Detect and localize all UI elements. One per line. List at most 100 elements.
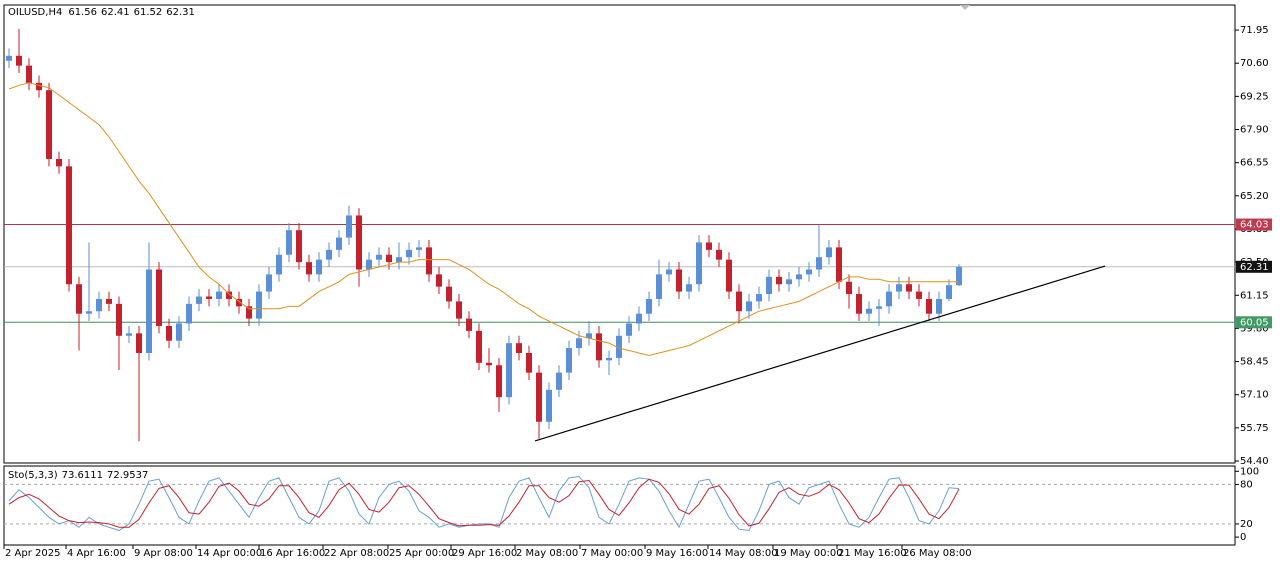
stoch-panel — [3, 465, 1236, 546]
x-tick-label: 21 May 16:00 — [838, 548, 907, 559]
candle-body — [226, 291, 232, 299]
candle-body — [416, 247, 422, 250]
candle-body — [76, 284, 82, 314]
candle-body — [806, 269, 812, 275]
stoch-line — [8, 476, 960, 532]
x-tick-label: 9 May 16:00 — [646, 548, 708, 559]
candle-body — [776, 276, 782, 285]
y-tick-label: 69.25 — [1240, 91, 1269, 102]
header-low: 61.52 — [134, 7, 163, 18]
candle-body — [886, 291, 892, 307]
candle-body — [706, 242, 712, 250]
x-tick-label: 2 Apr 2025 — [5, 548, 60, 559]
candle-body — [866, 308, 872, 314]
candle-body — [736, 291, 742, 312]
level-label: 62.31 — [1240, 262, 1269, 273]
candle-body — [836, 247, 842, 282]
candle-body — [476, 330, 482, 363]
stoch-title: Sto(5,3,3) — [8, 470, 58, 481]
x-tick-label: 25 Apr 00:00 — [389, 548, 454, 559]
x-tick-label: 14 Apr 00:00 — [197, 548, 262, 559]
candle-body — [946, 285, 952, 299]
candle-body — [276, 254, 282, 275]
candle-body — [956, 266, 962, 286]
y-tick-label: 55.75 — [1240, 423, 1269, 434]
candle-body — [696, 242, 702, 285]
y-tick-label: 20 — [1240, 519, 1253, 530]
level-label-bg — [1236, 218, 1272, 231]
candle-body — [26, 65, 32, 83]
x-tick-label: 14 May 08:00 — [709, 548, 778, 559]
candle-body — [306, 262, 312, 275]
candle-body — [556, 372, 562, 390]
candle-body — [656, 274, 662, 299]
candle-body — [796, 274, 802, 280]
candle-body — [496, 365, 502, 398]
y-tick-label: 58.45 — [1240, 357, 1269, 368]
candle-body — [646, 298, 652, 314]
candle-body — [246, 306, 252, 319]
header-open: 61.56 — [68, 7, 97, 18]
candle-body — [546, 389, 552, 422]
y-tick-label: 70.60 — [1240, 58, 1269, 69]
symbol: OILUSD,H4 — [8, 7, 62, 18]
candle-body — [96, 298, 102, 312]
candle-body — [156, 269, 162, 326]
level-label-bg — [1236, 260, 1272, 273]
x-tick-label: 7 May 00:00 — [581, 548, 643, 559]
candle-body — [916, 291, 922, 299]
candle-body — [566, 348, 572, 373]
candle-body — [346, 215, 352, 238]
stoch-line — [8, 478, 960, 528]
y-tick-label: 80 — [1240, 479, 1253, 490]
candle-body — [456, 301, 462, 319]
candle-body — [106, 298, 112, 304]
candle-body — [216, 291, 222, 299]
level-label: 64.03 — [1240, 220, 1269, 231]
candle-body — [86, 311, 92, 314]
candle-body — [296, 230, 302, 263]
y-tick-label: 67.90 — [1240, 125, 1269, 136]
stoch-main: 73.6111 — [62, 470, 103, 481]
candle-body — [756, 294, 762, 302]
candle-body — [626, 323, 632, 336]
x-tick-label: 9 Apr 08:00 — [134, 548, 193, 559]
candle-body — [586, 333, 592, 339]
x-tick-label: 26 May 08:00 — [903, 548, 972, 559]
candle-body — [826, 247, 832, 258]
candle-body — [786, 279, 792, 285]
x-tick-label: 16 Apr 16:00 — [260, 548, 325, 559]
candle-body — [36, 82, 42, 91]
y-tick-label: 61.15 — [1240, 290, 1269, 301]
y-tick-label: 59.80 — [1240, 323, 1269, 334]
candle-body — [376, 254, 382, 260]
candle-body — [486, 362, 492, 366]
candle-body — [936, 298, 942, 314]
x-tick-label: 22 Apr 08:00 — [324, 548, 389, 559]
candle-body — [266, 274, 272, 292]
candle-body — [46, 90, 52, 159]
candle-body — [746, 301, 752, 312]
level-label-bg — [1236, 316, 1272, 329]
candle-body — [876, 306, 882, 309]
candle-body — [146, 269, 152, 353]
candle-body — [386, 254, 392, 263]
candle-body — [906, 284, 912, 292]
candle-body — [166, 325, 172, 341]
y-tick-label: 54.40 — [1240, 456, 1269, 467]
candle-body — [436, 274, 442, 287]
candle-body — [236, 298, 242, 307]
header: OILUSD,H4 61.56 62.41 61.52 62.31 — [8, 7, 195, 18]
candle-body — [366, 259, 372, 270]
candle-body — [846, 281, 852, 295]
candle-body — [726, 259, 732, 292]
candle-body — [896, 284, 902, 292]
candle-body — [66, 166, 72, 285]
candle-body — [816, 257, 822, 270]
candle-body — [356, 215, 362, 270]
moving-average — [8, 82, 959, 356]
y-tick-label: 0 — [1240, 532, 1246, 543]
candle-body — [516, 343, 522, 353]
candle-body — [6, 55, 12, 61]
candle-body — [576, 338, 582, 349]
